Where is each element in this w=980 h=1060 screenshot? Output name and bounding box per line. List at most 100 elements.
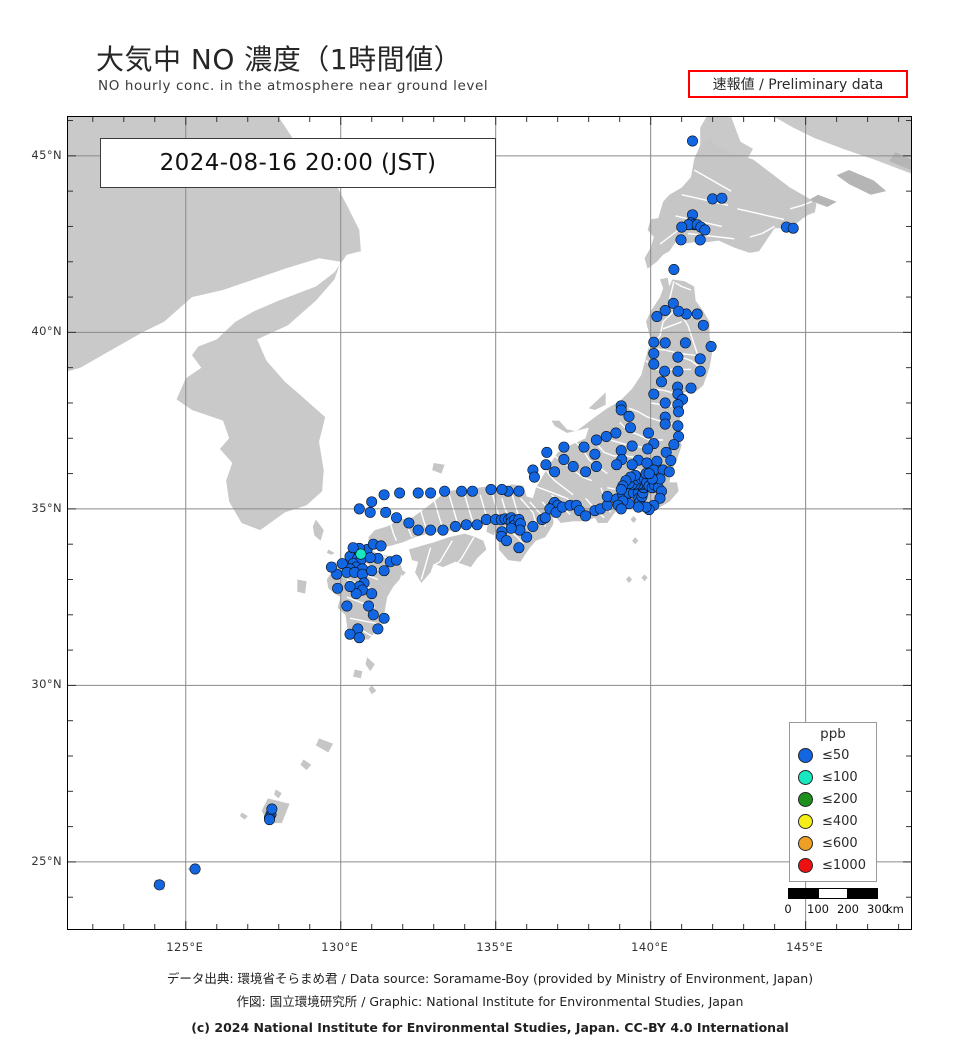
- station-marker[interactable]: [659, 418, 671, 430]
- station-marker[interactable]: [694, 234, 706, 246]
- station-marker[interactable]: [673, 406, 685, 418]
- station-marker[interactable]: [380, 506, 392, 518]
- map-plot-area[interactable]: [67, 116, 912, 930]
- station-marker[interactable]: [673, 305, 685, 317]
- station-marker[interactable]: [366, 565, 378, 577]
- station-marker[interactable]: [651, 311, 663, 322]
- station-marker[interactable]: [699, 224, 711, 236]
- station-marker[interactable]: [350, 588, 362, 600]
- station-marker[interactable]: [367, 609, 379, 621]
- station-marker[interactable]: [496, 484, 508, 495]
- station-marker[interactable]: [412, 487, 424, 499]
- station-marker[interactable]: [625, 422, 636, 434]
- station-marker[interactable]: [648, 336, 660, 348]
- station-marker[interactable]: [439, 485, 451, 497]
- station-marker[interactable]: [672, 351, 684, 363]
- station-marker[interactable]: [643, 468, 655, 480]
- station-marker[interactable]: [332, 582, 344, 594]
- station-marker[interactable]: [549, 466, 561, 478]
- station-marker[interactable]: [679, 337, 691, 349]
- station-marker[interactable]: [344, 581, 356, 592]
- station-marker[interactable]: [341, 600, 353, 612]
- station-marker[interactable]: [589, 448, 601, 460]
- station-marker[interactable]: [716, 192, 728, 204]
- station-marker[interactable]: [648, 358, 660, 370]
- station-marker[interactable]: [787, 222, 799, 234]
- legend-item[interactable]: ≤1000: [790, 854, 876, 876]
- station-marker[interactable]: [378, 489, 390, 501]
- station-marker[interactable]: [501, 535, 512, 547]
- legend-item[interactable]: ≤600: [790, 832, 876, 854]
- station-marker[interactable]: [372, 623, 384, 635]
- station-marker[interactable]: [643, 427, 654, 439]
- station-marker[interactable]: [659, 397, 671, 409]
- station-marker[interactable]: [521, 531, 533, 543]
- station-marker[interactable]: [391, 554, 402, 566]
- station-marker[interactable]: [580, 510, 592, 522]
- station-marker[interactable]: [378, 565, 390, 577]
- station-marker[interactable]: [615, 503, 627, 515]
- station-marker[interactable]: [353, 632, 365, 644]
- station-marker[interactable]: [672, 365, 684, 377]
- station-marker[interactable]: [366, 496, 378, 508]
- station-marker[interactable]: [460, 519, 472, 531]
- station-marker[interactable]: [676, 221, 688, 233]
- station-marker[interactable]: [437, 524, 449, 536]
- station-marker[interactable]: [691, 308, 703, 320]
- station-marker[interactable]: [626, 440, 638, 452]
- station-marker[interactable]: [578, 441, 590, 453]
- station-marker[interactable]: [567, 461, 579, 472]
- station-marker[interactable]: [541, 446, 553, 458]
- station-marker[interactable]: [659, 337, 671, 349]
- station-marker[interactable]: [648, 388, 660, 400]
- station-marker[interactable]: [685, 382, 697, 394]
- station-marker[interactable]: [663, 466, 675, 478]
- station-marker[interactable]: [697, 319, 709, 331]
- station-marker[interactable]: [623, 410, 635, 422]
- station-marker[interactable]: [153, 879, 165, 891]
- station-marker[interactable]: [668, 439, 680, 451]
- station-marker[interactable]: [694, 365, 706, 377]
- station-marker[interactable]: [449, 521, 461, 532]
- station-marker[interactable]: [325, 561, 337, 573]
- station-marker[interactable]: [668, 264, 680, 275]
- station-marker[interactable]: [590, 434, 602, 446]
- station-marker[interactable]: [659, 365, 671, 377]
- station-marker[interactable]: [391, 512, 402, 524]
- station-marker[interactable]: [394, 487, 406, 499]
- station-marker[interactable]: [425, 524, 437, 536]
- station-marker[interactable]: [590, 461, 602, 472]
- station-marker[interactable]: [694, 353, 706, 365]
- legend-item[interactable]: ≤400: [790, 810, 876, 832]
- station-marker[interactable]: [611, 459, 623, 471]
- station-marker[interactable]: [528, 471, 540, 483]
- station-marker[interactable]: [610, 427, 622, 439]
- legend-item[interactable]: ≤50: [790, 744, 876, 766]
- station-marker[interactable]: [615, 404, 627, 416]
- station-marker[interactable]: [467, 485, 478, 497]
- legend-panel[interactable]: ppb ≤50 ≤100 ≤200 ≤400 ≤600 ≤1000: [789, 722, 877, 882]
- station-marker[interactable]: [189, 863, 201, 875]
- station-marker[interactable]: [471, 519, 483, 531]
- station-marker[interactable]: [626, 459, 638, 471]
- station-marker[interactable]: [615, 484, 627, 495]
- station-marker[interactable]: [412, 524, 424, 536]
- station-marker[interactable]: [675, 234, 687, 246]
- station-marker[interactable]: [364, 506, 376, 518]
- station-marker[interactable]: [656, 376, 667, 388]
- station-marker[interactable]: [673, 431, 685, 442]
- station-marker[interactable]: [425, 487, 437, 499]
- station-marker[interactable]: [336, 558, 348, 570]
- station-marker[interactable]: [600, 431, 612, 442]
- station-marker[interactable]: [539, 512, 551, 524]
- station-marker[interactable]: [264, 814, 275, 826]
- station-marker[interactable]: [266, 803, 278, 815]
- station-marker[interactable]: [659, 305, 671, 316]
- station-marker[interactable]: [687, 135, 698, 147]
- station-marker[interactable]: [654, 492, 666, 504]
- station-marker[interactable]: [642, 443, 654, 455]
- station-marker[interactable]: [513, 542, 525, 554]
- station-marker[interactable]: [705, 341, 717, 352]
- station-marker[interactable]: [378, 612, 390, 624]
- station-marker[interactable]: [366, 588, 378, 600]
